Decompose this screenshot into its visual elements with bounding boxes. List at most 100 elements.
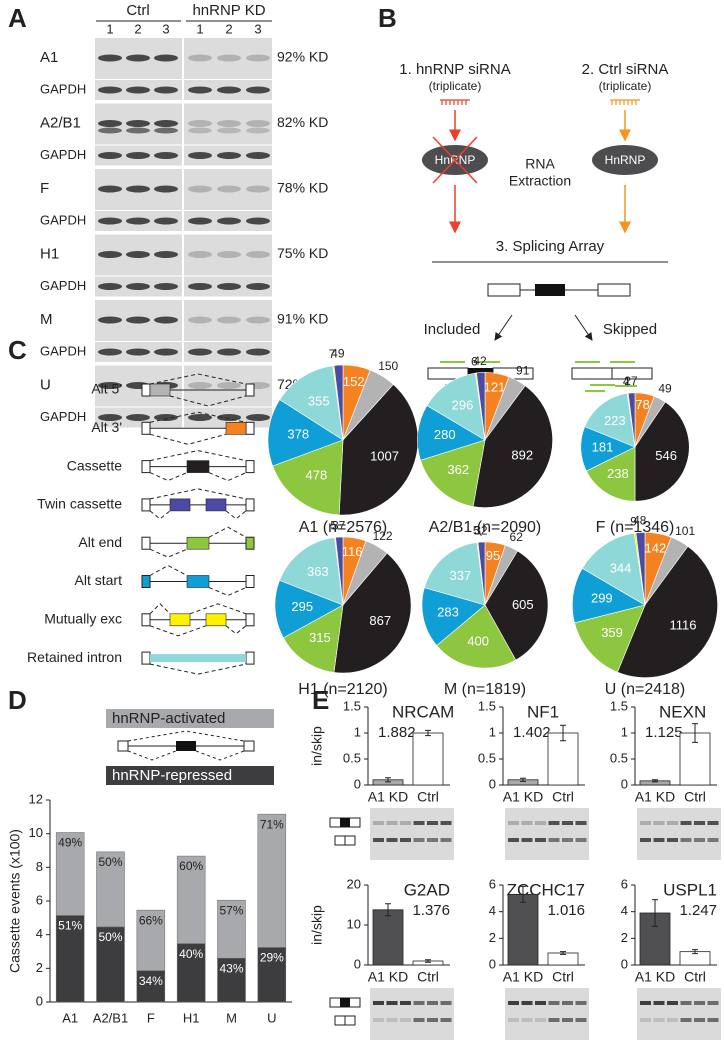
lane-label: 3 <box>162 21 169 36</box>
x-tick-label: A1 KD <box>503 789 543 805</box>
splice-path <box>149 488 247 500</box>
splice-path <box>149 411 247 423</box>
step-text: Extraction <box>509 173 571 189</box>
y-tick-label: 0 <box>621 776 628 791</box>
band <box>126 152 150 159</box>
exon <box>245 536 255 550</box>
gel-band <box>535 1001 546 1005</box>
gel-band <box>413 1001 425 1005</box>
x-tick-label: U <box>267 1010 276 1025</box>
gel-band <box>508 1018 519 1022</box>
slice-label: 296 <box>452 398 474 413</box>
gel-band <box>548 821 560 825</box>
gel-band <box>640 1018 651 1022</box>
event-diagram <box>141 373 255 407</box>
band <box>246 348 270 356</box>
slice-label: 150 <box>378 359 398 373</box>
cross <box>432 136 478 184</box>
y-tick-label: 0 <box>354 956 361 971</box>
bar-segment <box>257 947 287 1003</box>
protein-label: U <box>40 376 51 393</box>
y-tick-label: 12 <box>29 791 43 806</box>
x-tick-label: Ctrl <box>552 789 574 805</box>
annotation: 1.402 <box>513 724 551 741</box>
gel-band <box>694 821 705 825</box>
gel-band <box>427 1001 438 1005</box>
splice-path <box>149 564 188 576</box>
gel-band <box>640 838 651 842</box>
band <box>154 54 178 62</box>
bar-segment <box>176 855 206 944</box>
legend-swatch <box>106 709 274 728</box>
gel-band <box>508 821 519 825</box>
x-tick-label: A1 <box>62 1010 78 1025</box>
slice-label: 142 <box>645 541 667 556</box>
panel-label: C <box>8 335 27 365</box>
band <box>217 283 241 290</box>
slice-label: 5 <box>330 519 337 533</box>
event-type-label: Retained intron <box>27 649 122 665</box>
band <box>246 414 270 421</box>
band <box>154 86 178 94</box>
y-tick-label: 10 <box>29 825 43 840</box>
x-tick-label: Ctrl <box>417 969 439 985</box>
knockdown-label: 92% KD <box>277 49 328 65</box>
bar-segment <box>217 957 246 1003</box>
y-tick-label: 4 <box>621 903 628 918</box>
panel-label: D <box>8 685 27 715</box>
gel-band <box>413 1018 425 1022</box>
share-label: 50% <box>98 855 122 869</box>
exon <box>169 498 191 512</box>
band <box>98 382 122 389</box>
gel-band <box>427 838 438 842</box>
bar-segment <box>136 909 166 971</box>
band <box>154 414 178 421</box>
protein-label: F <box>40 180 49 197</box>
error-bar <box>652 899 658 927</box>
band <box>154 217 178 225</box>
gel-band <box>680 1001 692 1005</box>
share-label: 34% <box>139 974 163 988</box>
chart-title: NRCAM <box>392 702 454 721</box>
y-tick-label: 0.5 <box>343 750 361 765</box>
share-label: 71% <box>260 817 284 831</box>
x-tick-label: A2/B1 <box>93 1010 128 1025</box>
error-bar <box>520 777 526 782</box>
control-label: GAPDH <box>40 409 86 424</box>
exon <box>141 421 151 435</box>
pie-slice <box>420 439 486 507</box>
band <box>217 348 241 356</box>
protein-label: H1 <box>40 245 59 262</box>
gel-band <box>508 1001 519 1005</box>
error-bar <box>520 885 526 903</box>
gel-band <box>667 1018 678 1022</box>
x-tick-label: A1 KD <box>368 969 408 985</box>
event-type-label: Alt 5' <box>91 381 122 397</box>
band <box>188 86 212 94</box>
group-label: Ctrl <box>126 2 149 19</box>
slice-label: 62 <box>510 530 524 544</box>
chart-title: NF1 <box>527 702 559 721</box>
band <box>126 54 150 62</box>
pie-slice <box>472 385 553 508</box>
exon <box>117 740 129 752</box>
gel-band <box>694 1018 705 1022</box>
band <box>188 316 212 324</box>
band <box>154 283 178 290</box>
bar-segment <box>257 813 287 948</box>
band <box>98 217 122 225</box>
gel-band <box>640 1001 651 1005</box>
protein-label: HnRNP <box>605 153 646 167</box>
gel-band <box>694 838 705 842</box>
pie-slice <box>274 579 344 639</box>
y-tick-label: 10 <box>347 916 361 931</box>
lane-label: 2 <box>134 21 141 36</box>
band <box>154 185 178 193</box>
lane-label: 1 <box>196 21 203 36</box>
slice-label: 5 <box>473 524 480 538</box>
slice-label: 295 <box>291 599 313 614</box>
protein-label: A2/B1 <box>40 114 81 131</box>
sirna-icon <box>440 99 470 105</box>
band <box>217 382 241 389</box>
pie-slice <box>426 372 486 441</box>
